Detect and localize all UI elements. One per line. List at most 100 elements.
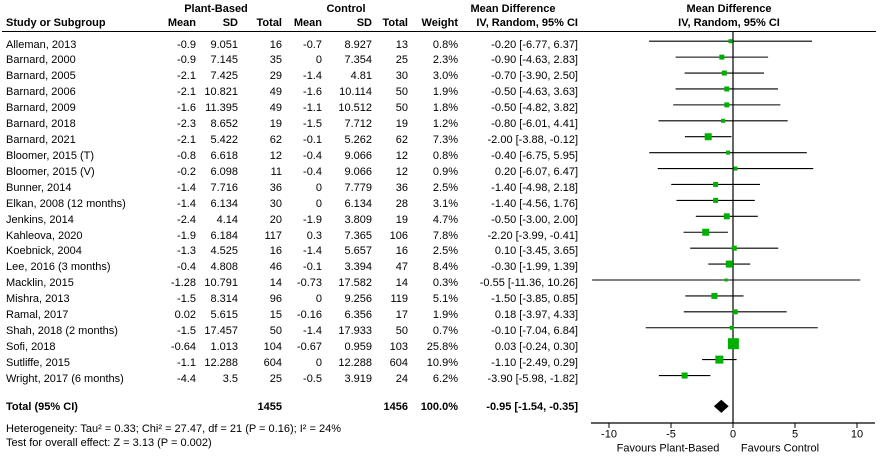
control-sd-cell: 17.582 <box>338 277 372 290</box>
control-sd-cell: 6.356 <box>344 309 372 322</box>
ci-text-cell: 0.10 [-3.45, 3.65] <box>494 245 578 258</box>
study-name-cell: Wright, 2017 (6 months) <box>6 372 124 385</box>
control-sd-cell: 9.066 <box>344 149 372 162</box>
effect-marker <box>721 70 727 76</box>
pb-mean-cell: -0.9 <box>177 54 196 67</box>
control-mean-cell: 0 <box>315 197 322 210</box>
weight-cell: 25.8% <box>426 340 458 353</box>
table-row: Barnard, 2021 -2.1 5.422 62 -0.1 5.262 62 7.3% -… <box>0 132 592 148</box>
overall-effect-stats: Test for overall effect: Z = 3.13 (P = 0… <box>6 437 212 449</box>
control-total-cell: 28 <box>395 197 408 210</box>
control-sd-cell: 3.394 <box>344 261 372 274</box>
control-mean-cell: -1.4 <box>303 70 322 83</box>
weight-cell: 10.9% <box>426 356 458 369</box>
pb-total-cell: 16 <box>269 245 282 258</box>
axis-tick-label: 0 <box>730 429 736 441</box>
pb-mean-cell: -0.8 <box>177 149 196 162</box>
control-sd-cell: 9.256 <box>344 293 372 306</box>
pb-mean-cell: -2.1 <box>177 134 196 147</box>
weight-cell: 1.9% <box>432 86 458 99</box>
pb-mean-cell: -2.1 <box>177 70 196 83</box>
pb-total-cell: 117 <box>264 229 282 242</box>
table-row: Bunner, 2014 -1.4 7.716 36 0 7.779 36 2.5% -1.40… <box>0 180 592 196</box>
study-name-cell: Shah, 2018 (2 months) <box>6 325 118 338</box>
control-mean-cell: 0 <box>315 293 322 306</box>
pb-mean-cell: -1.4 <box>177 181 196 194</box>
summary-diamond <box>713 399 729 413</box>
study-name-cell: Ramal, 2017 <box>6 309 69 322</box>
control-mean-cell: -1.4 <box>303 325 322 338</box>
effect-marker <box>732 309 738 315</box>
control-sd-cell: 7.354 <box>344 54 372 67</box>
weight-cell: 2.5% <box>432 181 458 194</box>
ci-text-cell: -2.00 [-3.88, -0.12] <box>487 134 579 147</box>
effect-marker <box>733 166 738 171</box>
column-header-pb-sd: SD <box>222 17 238 29</box>
weight-cell: 0.8% <box>432 38 458 51</box>
pb-sd-cell: 6.098 <box>210 165 238 178</box>
control-total-cell: 12 <box>395 165 408 178</box>
control-mean-cell: -0.16 <box>296 309 322 322</box>
table-row: Barnard, 2006 -2.1 10.821 49 -1.6 10.114 50 1.9… <box>0 84 592 100</box>
effect-marker <box>728 39 733 44</box>
table-row: Barnard, 2005 -2.1 7.425 29 -1.4 4.81 30 3.0% -0… <box>0 68 592 84</box>
pb-total-cell: 1455 <box>257 400 282 413</box>
control-mean-cell: 0 <box>315 356 322 369</box>
control-sd-cell: 8.927 <box>344 38 372 51</box>
pb-total-cell: 15 <box>269 309 282 322</box>
control-total-cell: 50 <box>395 86 408 99</box>
control-sd-cell: 10.512 <box>338 102 372 115</box>
effect-marker <box>724 86 730 92</box>
pb-sd-cell: 7.425 <box>210 70 238 83</box>
control-mean-cell: -1.5 <box>303 118 322 131</box>
table-row: Macklin, 2015 -1.28 10.791 14 -0.73 17.582 14 0… <box>0 275 592 291</box>
control-total-cell: 12 <box>395 149 408 162</box>
weight-cell: 2.5% <box>432 245 458 258</box>
pb-mean-cell: -2.4 <box>177 213 196 226</box>
total-row: Total (95% CI) 1455 1456 100.0% -0.95 [-1.54… <box>0 399 592 415</box>
control-sd-cell: 17.933 <box>338 325 372 338</box>
pb-mean-cell: -0.9 <box>177 38 196 51</box>
pb-mean-cell: -0.2 <box>177 165 196 178</box>
ci-text-cell: 0.03 [-0.24, 0.30] <box>494 340 578 353</box>
control-mean-cell: -0.4 <box>303 165 322 178</box>
ci-text-cell: -0.30 [-1.99, 1.39] <box>491 261 578 274</box>
pb-total-cell: 62 <box>269 134 282 147</box>
pb-sd-cell: 10.821 <box>204 86 238 99</box>
ci-text-cell: -0.10 [-7.04, 6.84] <box>491 325 578 338</box>
pb-mean-cell: -1.1 <box>177 356 196 369</box>
weight-cell: 0.7% <box>432 325 458 338</box>
control-total-cell: 36 <box>395 181 408 194</box>
control-sd-cell: 5.657 <box>344 245 372 258</box>
effect-marker <box>713 197 719 203</box>
header-divider <box>2 31 876 32</box>
plot-header-ci: IV, Random, 95% CI <box>678 17 780 29</box>
table-row: Bloomer, 2015 (T) -0.8 6.618 12 -0.4 9.066 12 0… <box>0 148 592 164</box>
control-mean-cell: -0.7 <box>303 38 322 51</box>
weight-cell: 1.2% <box>432 118 458 131</box>
control-mean-cell: -0.1 <box>303 134 322 147</box>
study-name-cell: Macklin, 2015 <box>6 277 74 290</box>
weight-cell: 0.9% <box>432 165 458 178</box>
control-total-cell: 25 <box>395 54 408 67</box>
table-row: Barnard, 2018 -2.3 8.652 19 -1.5 7.712 19 1.2% -… <box>0 116 592 132</box>
pb-total-cell: 36 <box>269 181 282 194</box>
control-sd-cell: 3.809 <box>344 213 372 226</box>
ci-text-cell: -0.80 [-6.01, 4.41] <box>491 118 578 131</box>
pb-sd-cell: 5.422 <box>210 134 238 147</box>
control-mean-cell: -0.73 <box>296 277 322 290</box>
pb-total-cell: 11 <box>270 165 282 178</box>
pb-total-cell: 25 <box>269 372 282 385</box>
pb-sd-cell: 10.791 <box>204 277 238 290</box>
table-row: Kahleova, 2020 -1.9 6.184 117 0.3 7.365 106 7.8… <box>0 228 592 244</box>
effect-marker <box>711 292 718 299</box>
table-row: Bloomer, 2015 (V) -0.2 6.098 11 -0.4 9.066 12 0… <box>0 164 592 180</box>
control-mean-cell: 0 <box>315 181 322 194</box>
ci-text-cell: -0.50 [-3.00, 2.00] <box>491 213 578 226</box>
pb-mean-cell: -1.5 <box>177 293 196 306</box>
pb-sd-cell: 1.013 <box>210 340 238 353</box>
pb-sd-cell: 6.134 <box>210 197 238 210</box>
pb-sd-cell: 3.5 <box>222 372 238 385</box>
control-total-cell: 16 <box>395 245 408 258</box>
